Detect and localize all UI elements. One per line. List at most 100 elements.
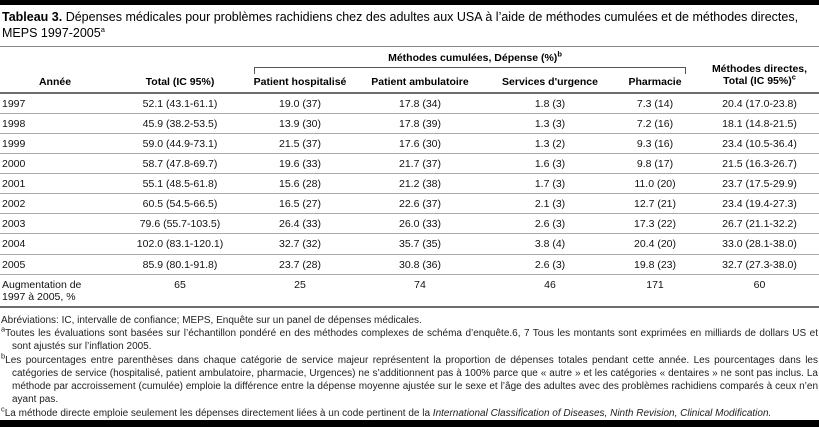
cell-year: 1997 <box>2 98 26 110</box>
summary-pharmacie: 171 <box>610 273 700 308</box>
group-header-cumulative: Méthodes cumulées, Dépense (%)b <box>250 47 700 74</box>
cell-total: 45.9 (38.2-53.5) <box>110 113 250 134</box>
cell-ambulatoire: 17.8 (39) <box>350 113 490 134</box>
summary-label-line2: 1997 à 2005, % <box>2 290 76 303</box>
expenses-table: Méthodes cumulées, Dépense (%)b Méthodes… <box>0 46 819 308</box>
footnote-ref-b: b <box>557 49 562 59</box>
cell-ambulatoire: 26.0 (33) <box>350 213 490 234</box>
cell-pharmacie: 12.7 (21) <box>610 193 700 214</box>
cell-urgence: 1.3 (2) <box>490 133 610 154</box>
table-row: 2001 55.1 (48.5-61.8) 15.6 (28) 21.2 (38… <box>0 173 819 194</box>
cell-year: 2003 <box>0 213 110 234</box>
cell-hospitalise: 16.5 (27) <box>250 193 350 214</box>
cell-directes: 21.5 (16.3-26.7) <box>700 153 819 174</box>
cell-hospitalise: 19.6 (33) <box>250 153 350 174</box>
cell-pharmacie: 19.8 (23) <box>610 253 700 275</box>
cell-hospitalise: 21.5 (37) <box>250 133 350 154</box>
cell-pharmacie: 11.0 (20) <box>610 173 700 194</box>
summary-label: Augmentation de 1997 à 2005, % <box>0 273 110 308</box>
header-spacer <box>0 47 250 75</box>
abbreviations-note: Abréviations: IC, intervalle de confianc… <box>1 314 422 326</box>
footnote-a-marker: a <box>1 324 6 334</box>
footnote-b: bLes pourcentages entre parenthèses dans… <box>1 351 818 407</box>
cell-hospitalise: 23.7 (28) <box>250 253 350 275</box>
summary-ambulatoire: 74 <box>350 273 490 308</box>
cell-ambulatoire: 22.6 (37) <box>350 193 490 214</box>
table-caption: Tableau 3. Dépenses médicales pour probl… <box>2 9 817 41</box>
top-rule-bar <box>0 0 819 5</box>
footnote-b-text: Les pourcentages entre parenthèses dans … <box>5 354 818 406</box>
cell-pharmacie: 7.2 (16) <box>610 113 700 134</box>
summary-label-line1: Augmentation de <box>2 278 82 291</box>
cell-pharmacie: 9.8 (17) <box>610 153 700 174</box>
footnote-b-marker: b <box>1 351 6 361</box>
col-header-total: Total (IC 95%) <box>110 74 250 94</box>
cell-urgence: 1.7 (3) <box>490 173 610 194</box>
summary-hospitalise: 25 <box>250 273 350 308</box>
cell-hospitalise: 32.7 (32) <box>250 233 350 254</box>
summary-directes: 60 <box>700 273 819 308</box>
cell-ambulatoire: 30.8 (36) <box>350 253 490 275</box>
cell-total: 52.1 (43.1-61.1) <box>142 98 218 110</box>
cell-directes: 20.4 (17.0-23.8) <box>722 98 797 110</box>
cell-total: 85.9 (80.1-91.8) <box>110 253 250 275</box>
cell-ambulatoire: 17.8 (34) <box>398 98 442 110</box>
footnote-ref-a: a <box>100 24 105 34</box>
table-row: 1998 45.9 (38.2-53.5) 13.9 (30) 17.8 (39… <box>0 113 819 134</box>
footnote-a: aToutes les évaluations sont basées sur … <box>1 324 818 354</box>
cell-year: 1998 <box>0 113 110 134</box>
summary-total: 65 <box>110 273 250 308</box>
cell-hospitalise: 13.9 (30) <box>250 113 350 134</box>
cell-directes: 23.4 (10.5-36.4) <box>700 133 819 154</box>
cell-pharmacie: 7.3 (14) <box>636 98 674 110</box>
cell-directes: 33.0 (28.1-38.0) <box>700 233 819 254</box>
cell-hospitalise: 19.0 (37) <box>278 98 322 110</box>
col-header-line2: Total (IC 95%) <box>723 75 792 88</box>
cell-total: 102.0 (83.1-120.1) <box>110 233 250 254</box>
cell-year: 2005 <box>0 253 110 275</box>
cell-total: 59.0 (44.9-73.1) <box>110 133 250 154</box>
cell-pharmacie: 9.3 (16) <box>610 133 700 154</box>
cell-pharmacie: 17.3 (22) <box>610 213 700 234</box>
table-row: 2005 85.9 (80.1-91.8) 23.7 (28) 30.8 (36… <box>0 253 819 275</box>
footnote-c: cLa méthode directe emploie seulement le… <box>1 405 818 420</box>
cell-ambulatoire: 21.7 (37) <box>350 153 490 174</box>
cell-year: 2004 <box>0 233 110 254</box>
col-header-line1: Méthodes directes, <box>711 62 808 75</box>
table-row: 2000 58.7 (47.8-69.7) 19.6 (33) 21.7 (37… <box>0 153 819 174</box>
cell-total: 58.7 (47.8-69.7) <box>110 153 250 174</box>
cell-directes: 23.7 (17.5-29.9) <box>700 173 819 194</box>
cell-year: 2002 <box>0 193 110 214</box>
table-row: 1999 59.0 (44.9-73.1) 21.5 (37) 17.6 (30… <box>0 133 819 154</box>
cell-urgence: 1.8 (3) <box>534 98 566 110</box>
cell-pharmacie: 20.4 (20) <box>610 233 700 254</box>
cell-year: 2000 <box>0 153 110 174</box>
cell-urgence: 3.8 (4) <box>490 233 610 254</box>
cell-hospitalise: 26.4 (33) <box>250 213 350 234</box>
cell-urgence: 2.6 (3) <box>490 253 610 275</box>
group-header-row: Méthodes cumulées, Dépense (%)b Méthodes… <box>0 46 819 94</box>
cell-total: 55.1 (48.5-61.8) <box>110 173 250 194</box>
cell-ambulatoire: 21.2 (38) <box>350 173 490 194</box>
cell-urgence: 2.6 (3) <box>490 213 610 234</box>
cell-directes: 18.1 (14.8-21.5) <box>700 113 819 134</box>
column-header-row: Année Total (IC 95%) Patient hospitalisé… <box>0 74 819 94</box>
col-header-ambulatoire: Patient ambulatoire <box>350 74 490 94</box>
column-span-bracket <box>254 67 686 74</box>
cell-total: 60.5 (54.5-66.5) <box>110 193 250 214</box>
cell-total: 79.6 (55.7-103.5) <box>110 213 250 234</box>
col-header-annee: Année <box>0 74 110 94</box>
cell-urgence: 1.6 (3) <box>490 153 610 174</box>
footnote-ref-c: c <box>791 72 796 82</box>
cell-hospitalise: 15.6 (28) <box>250 173 350 194</box>
col-header-pharmacie: Pharmacie <box>610 74 700 94</box>
table-row: 1997 52.1 (43.1-61.1) 19.0 (37) 17.8 (34… <box>0 93 819 114</box>
cell-directes: 23.4 (19.4-27.3) <box>700 193 819 214</box>
cell-directes: 32.7 (27.3-38.0) <box>700 253 819 275</box>
footnote-c-text: La méthode directe emploie seulement les… <box>4 407 433 419</box>
table-row: 2004 102.0 (83.1-120.1) 32.7 (32) 35.7 (… <box>0 233 819 254</box>
summary-row: Augmentation de 1997 à 2005, % 65 25 74 … <box>0 273 819 308</box>
table-row: 2002 60.5 (54.5-66.5) 16.5 (27) 22.6 (37… <box>0 193 819 214</box>
group-header-label: Méthodes cumulées, Dépense (%) <box>388 52 558 64</box>
footnotes: Abréviations: IC, intervalle de confianc… <box>1 314 818 420</box>
